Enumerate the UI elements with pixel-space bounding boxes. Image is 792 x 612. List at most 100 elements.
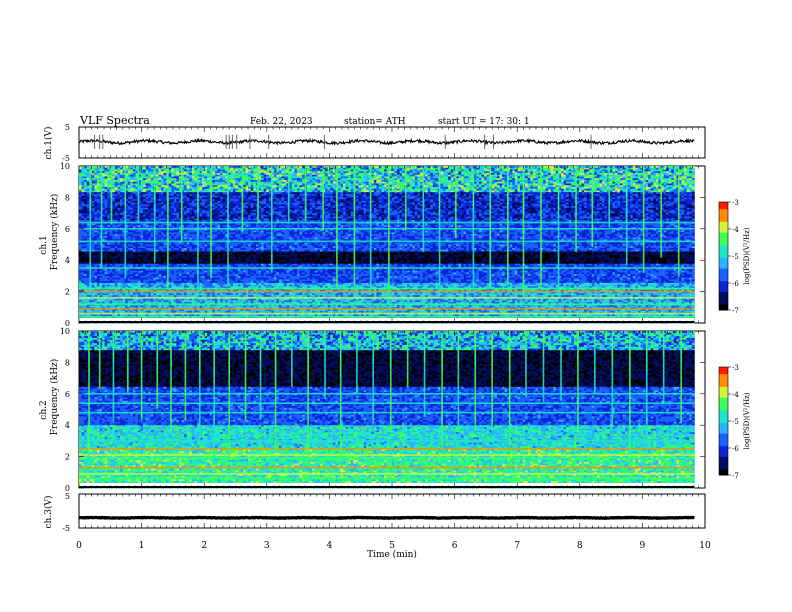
spectrogram-column — [305, 331, 308, 488]
spectrogram-column — [238, 166, 241, 323]
spectrogram-column — [584, 166, 587, 323]
spectrogram-column — [517, 331, 520, 488]
spectrogram-column — [189, 166, 192, 323]
spectrogram-column — [194, 331, 197, 488]
spectrogram-column — [430, 166, 433, 323]
spectrogram-column — [469, 331, 472, 488]
spectrogram-column — [535, 166, 538, 323]
spectrogram-column — [192, 166, 195, 323]
sferic-streak-core — [127, 331, 128, 353]
sferic-streak-core — [592, 166, 593, 194]
spectrogram-column — [651, 166, 654, 323]
spectrogram-column — [605, 331, 608, 488]
spectrogram-column — [161, 331, 164, 488]
spectrogram-column — [371, 166, 374, 323]
spectrogram-column — [151, 331, 154, 488]
spectrogram-column — [253, 331, 256, 488]
spectrogram-column — [251, 166, 254, 323]
sferic-streak-core — [157, 331, 158, 358]
spectrogram-column — [215, 166, 218, 323]
tone-line — [79, 448, 694, 450]
spectrogram-column — [220, 331, 223, 488]
spectrogram-column — [448, 166, 451, 323]
spectrogram-column — [551, 166, 554, 323]
spectrogram-column — [351, 331, 354, 488]
spectrogram-column — [533, 331, 536, 488]
spectrogram-column — [579, 331, 582, 488]
spectrogram-column — [256, 331, 259, 488]
spectrogram-column — [394, 166, 397, 323]
spectrogram-column — [523, 331, 526, 488]
spectrogram-column — [84, 331, 87, 488]
spectrogram-column — [458, 166, 461, 323]
spectrogram-column — [133, 331, 136, 488]
tone-line — [79, 457, 694, 459]
spectrogram-column — [425, 166, 428, 323]
spectrogram-column — [294, 331, 297, 488]
spectrogram-column — [502, 331, 505, 488]
spectrogram-column — [617, 331, 620, 488]
spectrogram-column — [123, 331, 126, 488]
spectrogram-column — [569, 331, 572, 488]
spectrogram-column — [115, 331, 118, 488]
spectrogram-column — [146, 166, 149, 323]
spectrogram-column — [202, 331, 205, 488]
sferic-streak-core — [643, 166, 644, 203]
spectrogram-column — [687, 331, 690, 488]
spectrogram-column — [79, 166, 82, 323]
spectrogram-column — [141, 166, 144, 323]
sferic-streak-core — [388, 166, 389, 211]
spectrogram-column — [643, 331, 646, 488]
sferic-streak-core — [661, 166, 662, 198]
spectrogram-column — [235, 166, 238, 323]
y-tick-label: 6 — [65, 225, 70, 234]
spectrogram-column — [674, 166, 677, 323]
ch3-ylabel: ch.3(V) — [43, 496, 54, 529]
spectrogram-column — [433, 166, 436, 323]
x-tick-label: 9 — [640, 541, 646, 551]
spectrogram-column — [482, 331, 485, 488]
tone-line — [79, 308, 694, 310]
spectrogram-column — [102, 331, 105, 488]
x-tick-label: 3 — [264, 541, 270, 551]
ch3-waveform-frame — [79, 494, 705, 528]
spectrogram-column — [587, 166, 590, 323]
spectrogram-column — [312, 166, 315, 323]
ch1-spectrogram-image — [79, 166, 695, 323]
spectrogram-column — [448, 331, 451, 488]
sferic-streak-core — [492, 331, 493, 365]
spectrogram-column — [317, 331, 320, 488]
sferic-streak-core — [390, 331, 391, 368]
spectrogram-column — [551, 331, 554, 488]
spectrogram-column — [279, 166, 282, 323]
tone-line — [79, 288, 694, 290]
colorbar-tick-label: -5 — [732, 253, 739, 261]
sferic-streak-core — [197, 166, 198, 212]
tone-line — [79, 297, 694, 299]
spectrogram-column — [692, 166, 695, 323]
spectrogram-column — [597, 331, 600, 488]
spectrogram-column — [200, 166, 203, 323]
tone-line — [79, 303, 694, 305]
sferic-streak-core — [199, 331, 200, 370]
spectrogram-column — [241, 331, 244, 488]
sferic-streak-core — [356, 331, 357, 353]
spectrogram-column — [628, 166, 631, 323]
spectrogram-column — [82, 166, 85, 323]
spectrogram-column — [84, 166, 87, 323]
spectrogram-column — [684, 166, 687, 323]
spectrogram-column — [479, 166, 482, 323]
tone-line — [79, 316, 694, 318]
spectrogram-column — [669, 166, 672, 323]
spectrogram-column — [520, 331, 523, 488]
spectrogram-column — [689, 166, 692, 323]
y-tick-label: 8 — [65, 358, 70, 367]
spectrogram-column — [571, 331, 574, 488]
spectrogram-column — [120, 331, 123, 488]
date-label: Feb. 22, 2023 — [250, 117, 313, 127]
sferic-streak-core — [561, 331, 562, 355]
spectrogram-column — [392, 331, 395, 488]
spectrogram-column — [176, 166, 179, 323]
ch1-colorbar-label: log(PSD)(V²/Hz) — [743, 227, 751, 284]
spectrogram-column — [538, 331, 541, 488]
